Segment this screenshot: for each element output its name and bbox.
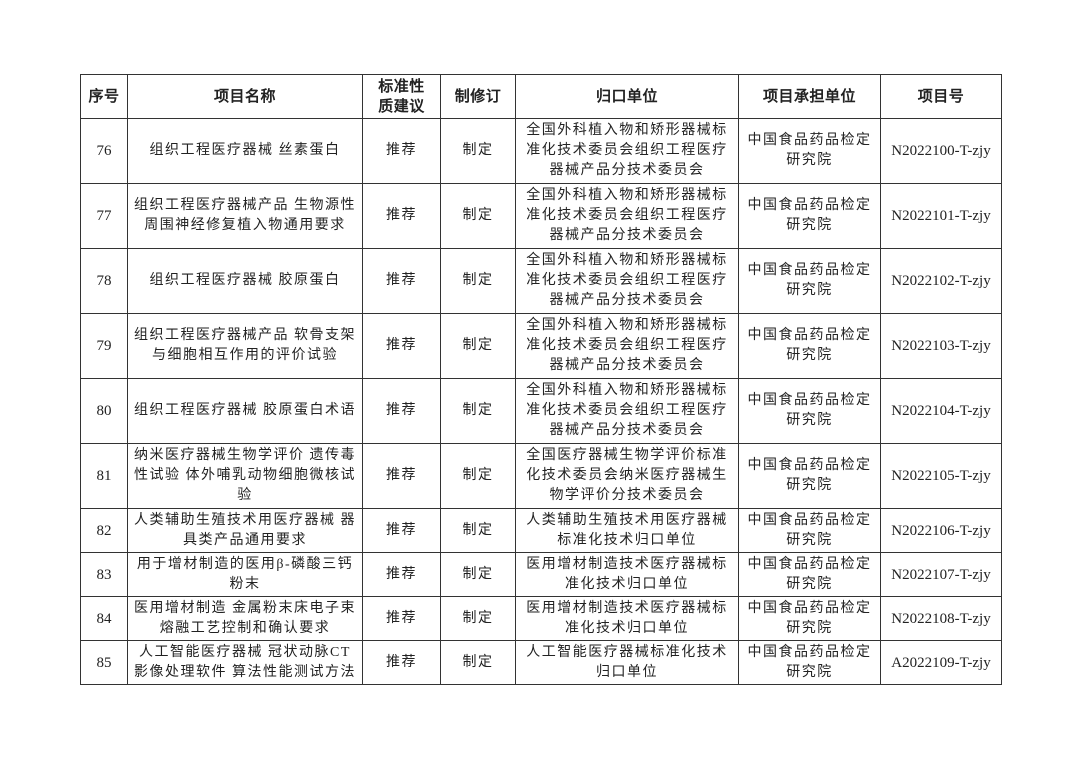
- cell-no: 80: [80, 378, 128, 444]
- cell-org: 中国食品药品检定研究院: [738, 596, 881, 641]
- cell-code: N2022101-T-zjy: [880, 183, 1002, 249]
- cell-type: 制定: [440, 640, 516, 685]
- cell-type: 制定: [440, 183, 516, 249]
- cell-code: N2022108-T-zjy: [880, 596, 1002, 641]
- table-row: 84 医用增材制造 金属粉末床电子束熔融工艺控制和确认要求 推荐 制定 医用增材制造技术…: [80, 596, 1002, 641]
- cell-no: 82: [80, 508, 128, 553]
- cell-nature: 推荐: [362, 378, 441, 444]
- cell-unit: 医用增材制造技术医疗器械标准化技术归口单位: [515, 552, 739, 597]
- cell-code: N2022104-T-zjy: [880, 378, 1002, 444]
- cell-no: 77: [80, 183, 128, 249]
- cell-name: 人类辅助生殖技术用医疗器械 器具类产品通用要求: [127, 508, 363, 553]
- cell-unit: 全国外科植入物和矫形器械标准化技术委员会组织工程医疗器械产品分技术委员会: [515, 183, 739, 249]
- cell-unit: 全国医疗器械生物学评价标准化技术委员会纳米医疗器械生物学评价分技术委员会: [515, 443, 739, 509]
- cell-type: 制定: [440, 378, 516, 444]
- cell-org: 中国食品药品检定研究院: [738, 313, 881, 379]
- cell-type: 制定: [440, 118, 516, 184]
- cell-nature: 推荐: [362, 118, 441, 184]
- header-org: 项目承担单位: [738, 74, 881, 119]
- table-row: 83 用于增材制造的医用β-磷酸三钙粉末 推荐 制定 医用增材制造技术医疗器械标准化技术…: [80, 552, 1002, 597]
- cell-no: 84: [80, 596, 128, 641]
- cell-unit: 全国外科植入物和矫形器械标准化技术委员会组织工程医疗器械产品分技术委员会: [515, 313, 739, 379]
- cell-nature: 推荐: [362, 183, 441, 249]
- header-no: 序号: [80, 74, 128, 119]
- cell-code: N2022100-T-zjy: [880, 118, 1002, 184]
- cell-code: N2022102-T-zjy: [880, 248, 1002, 314]
- cell-code: N2022107-T-zjy: [880, 552, 1002, 597]
- cell-type: 制定: [440, 596, 516, 641]
- cell-type: 制定: [440, 443, 516, 509]
- cell-nature: 推荐: [362, 596, 441, 641]
- cell-type: 制定: [440, 552, 516, 597]
- cell-type: 制定: [440, 313, 516, 379]
- table-row: 77 组织工程医疗器械产品 生物源性周围神经修复植入物通用要求 推荐 制定 全国外科植入…: [80, 183, 1002, 249]
- cell-no: 85: [80, 640, 128, 685]
- cell-org: 中国食品药品检定研究院: [738, 248, 881, 314]
- cell-no: 83: [80, 552, 128, 597]
- cell-unit: 全国外科植入物和矫形器械标准化技术委员会组织工程医疗器械产品分技术委员会: [515, 248, 739, 314]
- cell-type: 制定: [440, 248, 516, 314]
- table-row: 76 组织工程医疗器械 丝素蛋白 推荐 制定 全国外科植入物和矫形器械标准化技术委员会组…: [80, 118, 1002, 184]
- header-code: 项目号: [880, 74, 1002, 119]
- cell-unit: 人类辅助生殖技术用医疗器械标准化技术归口单位: [515, 508, 739, 553]
- cell-name: 人工智能医疗器械 冠状动脉CT影像处理软件 算法性能测试方法: [127, 640, 363, 685]
- cell-name: 组织工程医疗器械产品 软骨支架与细胞相互作用的评价试验: [127, 313, 363, 379]
- cell-unit: 人工智能医疗器械标准化技术归口单位: [515, 640, 739, 685]
- cell-name: 组织工程医疗器械 丝素蛋白: [127, 118, 363, 184]
- cell-name: 组织工程医疗器械 胶原蛋白术语: [127, 378, 363, 444]
- cell-nature: 推荐: [362, 508, 441, 553]
- cell-org: 中国食品药品检定研究院: [738, 183, 881, 249]
- table-row: 79 组织工程医疗器械产品 软骨支架与细胞相互作用的评价试验 推荐 制定 全国外科植入物…: [80, 313, 1002, 379]
- cell-name: 纳米医疗器械生物学评价 遗传毒性试验 体外哺乳动物细胞微核试验: [127, 443, 363, 509]
- cell-org: 中国食品药品检定研究院: [738, 552, 881, 597]
- cell-no: 78: [80, 248, 128, 314]
- header-name: 项目名称: [127, 74, 363, 119]
- cell-nature: 推荐: [362, 248, 441, 314]
- cell-no: 81: [80, 443, 128, 509]
- cell-nature: 推荐: [362, 640, 441, 685]
- cell-type: 制定: [440, 508, 516, 553]
- cell-code: A2022109-T-zjy: [880, 640, 1002, 685]
- table-row: 85 人工智能医疗器械 冠状动脉CT影像处理软件 算法性能测试方法 推荐 制定 人工智能…: [80, 640, 1002, 685]
- cell-name: 组织工程医疗器械 胶原蛋白: [127, 248, 363, 314]
- cell-nature: 推荐: [362, 313, 441, 379]
- cell-code: N2022103-T-zjy: [880, 313, 1002, 379]
- cell-name: 用于增材制造的医用β-磷酸三钙粉末: [127, 552, 363, 597]
- table-row: 80 组织工程医疗器械 胶原蛋白术语 推荐 制定 全国外科植入物和矫形器械标准化技术委员…: [80, 378, 1002, 444]
- table-row: 81 纳米医疗器械生物学评价 遗传毒性试验 体外哺乳动物细胞微核试验 推荐 制定 全国医…: [80, 443, 1002, 509]
- header-nature: 标准性质建议: [362, 74, 441, 119]
- table-row: 82 人类辅助生殖技术用医疗器械 器具类产品通用要求 推荐 制定 人类辅助生殖技术用医疗…: [80, 508, 1002, 553]
- cell-code: N2022105-T-zjy: [880, 443, 1002, 509]
- cell-org: 中国食品药品检定研究院: [738, 640, 881, 685]
- table-row: 78 组织工程医疗器械 胶原蛋白 推荐 制定 全国外科植入物和矫形器械标准化技术委员会组…: [80, 248, 1002, 314]
- cell-nature: 推荐: [362, 443, 441, 509]
- cell-no: 79: [80, 313, 128, 379]
- cell-unit: 全国外科植入物和矫形器械标准化技术委员会组织工程医疗器械产品分技术委员会: [515, 118, 739, 184]
- cell-unit: 医用增材制造技术医疗器械标准化技术归口单位: [515, 596, 739, 641]
- cell-org: 中国食品药品检定研究院: [738, 508, 881, 553]
- cell-unit: 全国外科植入物和矫形器械标准化技术委员会组织工程医疗器械产品分技术委员会: [515, 378, 739, 444]
- cell-org: 中国食品药品检定研究院: [738, 378, 881, 444]
- cell-nature: 推荐: [362, 552, 441, 597]
- cell-org: 中国食品药品检定研究院: [738, 118, 881, 184]
- standards-table: 序号 项目名称 标准性质建议 制修订 归口单位 项目承担单位 项目号 76 组织工…: [80, 74, 1002, 685]
- header-unit: 归口单位: [515, 74, 739, 119]
- cell-name: 组织工程医疗器械产品 生物源性周围神经修复植入物通用要求: [127, 183, 363, 249]
- cell-no: 76: [80, 118, 128, 184]
- header-type: 制修订: [440, 74, 516, 119]
- cell-name: 医用增材制造 金属粉末床电子束熔融工艺控制和确认要求: [127, 596, 363, 641]
- cell-code: N2022106-T-zjy: [880, 508, 1002, 553]
- cell-org: 中国食品药品检定研究院: [738, 443, 881, 509]
- table-header-row: 序号 项目名称 标准性质建议 制修订 归口单位 项目承担单位 项目号: [80, 74, 1002, 119]
